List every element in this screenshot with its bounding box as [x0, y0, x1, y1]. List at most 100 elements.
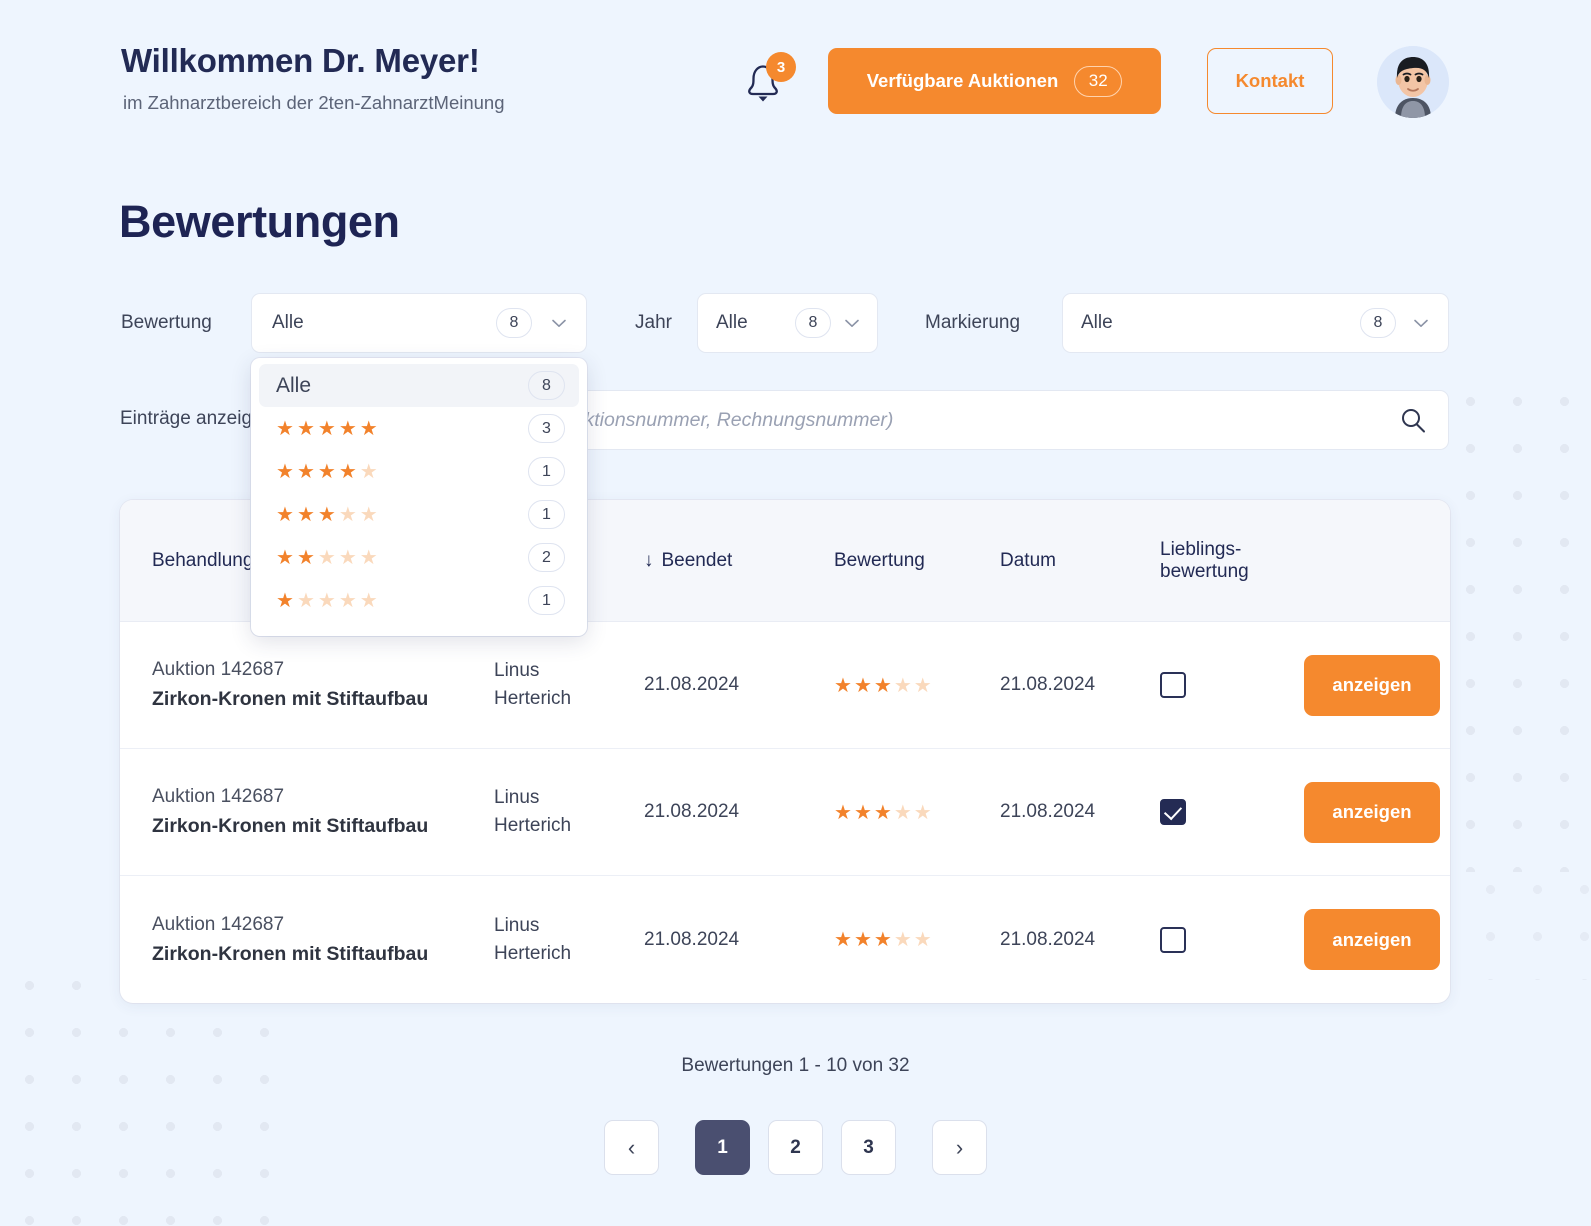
show-button[interactable]: anzeigen	[1304, 909, 1440, 970]
column-header-lieblingsbewertung[interactable]: Lieblings-bewertung	[1160, 538, 1249, 582]
column-header-datum[interactable]: Datum	[1000, 549, 1056, 571]
user-avatar-icon	[1377, 46, 1449, 118]
pagination-page-1[interactable]: 1	[695, 1120, 750, 1175]
pagination-info: Bewertungen 1 - 10 von 32	[681, 1055, 910, 1076]
star-icon: ★	[317, 417, 336, 440]
ended-date: 21.08.2024	[644, 674, 740, 695]
column-header-beendet-label: Beendet	[661, 549, 733, 571]
favorite-checkbox[interactable]	[1160, 672, 1186, 698]
search-icon[interactable]	[1400, 407, 1426, 433]
star-icon: ★	[296, 503, 315, 526]
filter-year-value: Alle	[716, 312, 748, 333]
notification-badge: 3	[766, 52, 796, 82]
rating-option-2-star[interactable]: ★ ★ ★ ★ ★ 2	[259, 536, 579, 579]
cell-patient: Linus Herterich	[494, 912, 644, 967]
star-icon: ★	[873, 929, 892, 951]
star-icon: ★	[338, 589, 357, 612]
available-auctions-button[interactable]: Verfügbare Auktionen 32	[828, 48, 1161, 114]
cell-beendet: 21.08.2024	[644, 929, 834, 951]
star-icon: ★	[359, 589, 378, 612]
rating-option-4-star[interactable]: ★ ★ ★ ★ ★ 1	[259, 450, 579, 493]
contact-button[interactable]: Kontakt	[1207, 48, 1333, 114]
table-row: Auktion 142687 Zirkon-Kronen mit Stiftauf…	[120, 876, 1450, 1003]
rating-dropdown-menu[interactable]: Alle 8 ★ ★ ★ ★ ★ 3 ★ ★ ★ ★ ★ 1 ★ ★ ★ ★ ★ 1 ★ ★ ★ ★ ★ 2 ★ ★ ★ ★ ★ 1	[251, 358, 587, 636]
entries-label: Einträge anzeigen	[120, 408, 274, 429]
star-icon: ★	[338, 503, 357, 526]
decorative-dots-right-lower	[1461, 860, 1591, 980]
cell-action: anzeigen	[1304, 909, 1450, 970]
star-icon: ★	[296, 460, 315, 483]
cell-datum: 21.08.2024	[1000, 801, 1160, 823]
favorite-checkbox[interactable]	[1160, 799, 1186, 825]
star-icon: ★	[276, 503, 294, 526]
filter-select-marking[interactable]: Alle 8	[1062, 293, 1449, 353]
arrow-down-icon: ↓	[644, 549, 654, 571]
avatar[interactable]	[1377, 46, 1449, 118]
star-icon: ★	[359, 460, 378, 483]
pagination-page-2[interactable]: 2	[768, 1120, 823, 1175]
star-icon: ★	[317, 460, 336, 483]
star-icon: ★	[873, 801, 892, 824]
table-body: Auktion 142687 Zirkon-Kronen mit Stiftauf…	[120, 622, 1450, 1003]
star-rating: ★ ★ ★ ★ ★	[276, 505, 378, 525]
star-icon: ★	[913, 674, 932, 697]
show-button[interactable]: anzeigen	[1304, 654, 1440, 716]
star-icon: ★	[359, 417, 378, 440]
decorative-dots-right	[1441, 372, 1591, 872]
patient-name: Linus Herterich	[494, 914, 572, 964]
column-header-beendet[interactable]: ↓ Beendet	[644, 550, 834, 572]
star-icon: ★	[317, 589, 336, 612]
search-box[interactable]	[430, 390, 1449, 450]
star-icon: ★	[359, 503, 378, 526]
cell-patient: Linus Herterich	[494, 784, 644, 839]
cell-behandlung: Auktion 142687 Zirkon-Kronen mit Stiftauf…	[120, 659, 494, 711]
pagination-page-3[interactable]: 3	[841, 1120, 896, 1175]
welcome-subtitle: im Zahnarztbereich der 2ten-ZahnarztMein…	[123, 92, 505, 113]
filter-rating-count: 8	[496, 308, 532, 338]
star-icon: ★	[296, 417, 315, 440]
star-icon: ★	[834, 929, 852, 951]
filter-label-marking: Markierung	[925, 312, 1021, 333]
star-icon: ★	[893, 674, 912, 697]
star-icon: ★	[276, 460, 294, 483]
rating-option-count: 1	[528, 586, 565, 615]
star-icon: ★	[317, 503, 336, 526]
rating-option-1-star[interactable]: ★ ★ ★ ★ ★ 1	[259, 579, 579, 622]
rating-option-count: 3	[528, 414, 565, 443]
column-header-behandlung[interactable]: Behandlung	[152, 549, 254, 571]
cell-lieblingsbewertung	[1160, 672, 1304, 698]
filter-rating-value: Alle	[272, 312, 304, 333]
table-row: Auktion 142687 Zirkon-Kronen mit Stiftauf…	[120, 622, 1450, 749]
pagination-prev[interactable]: ‹	[604, 1120, 659, 1175]
star-rating: ★ ★ ★ ★ ★	[834, 927, 1000, 952]
table-row: Auktion 142687 Zirkon-Kronen mit Stiftauf…	[120, 749, 1450, 876]
star-icon: ★	[853, 929, 872, 951]
rating-option-5-star[interactable]: ★ ★ ★ ★ ★ 3	[259, 407, 579, 450]
patient-name: Linus Herterich	[494, 787, 572, 836]
filter-select-year[interactable]: Alle 8	[697, 293, 878, 353]
star-icon: ★	[338, 417, 357, 440]
star-icon: ★	[296, 546, 315, 569]
show-button[interactable]: anzeigen	[1304, 781, 1440, 843]
rating-option-all[interactable]: Alle 8	[259, 364, 579, 407]
rating-option-count: 2	[528, 543, 565, 572]
star-icon: ★	[873, 674, 892, 697]
review-date: 21.08.2024	[1000, 801, 1096, 822]
star-icon: ★	[276, 546, 294, 569]
filter-select-rating[interactable]: Alle 8	[251, 293, 587, 353]
favorite-checkbox[interactable]	[1160, 926, 1186, 953]
pagination-next[interactable]: ›	[932, 1120, 987, 1175]
search-input[interactable]	[453, 408, 1400, 432]
rating-option-count: 8	[528, 371, 565, 400]
rating-option-3-star[interactable]: ★ ★ ★ ★ ★ 1	[259, 493, 579, 536]
star-icon: ★	[276, 417, 294, 440]
column-header-bewertung[interactable]: Bewertung	[834, 549, 925, 571]
auction-number: Auktion 142687	[152, 659, 285, 680]
bell-icon	[748, 65, 778, 102]
star-rating: ★ ★ ★ ★ ★	[834, 673, 1000, 698]
treatment-name: Zirkon-Kronen mit Stiftaufbau	[152, 688, 429, 710]
filter-label-rating: Bewertung	[121, 312, 212, 333]
notification-bell[interactable]: 3	[739, 52, 801, 116]
